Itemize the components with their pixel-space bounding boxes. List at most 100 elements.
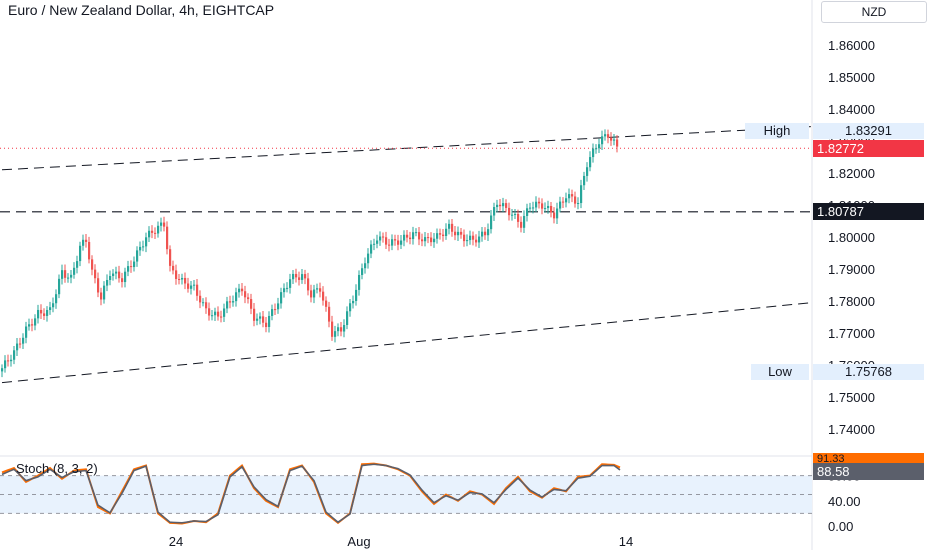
candle — [163, 216, 166, 232]
stoch-indicator-label[interactable]: Stoch (8, 3, 2) — [16, 461, 98, 476]
candle-body — [142, 246, 145, 248]
candle — [427, 233, 430, 244]
price-pane[interactable] — [0, 0, 813, 550]
candle — [61, 264, 64, 285]
candle — [106, 274, 109, 292]
candle-body — [580, 185, 583, 204]
candle — [190, 280, 193, 295]
candle — [202, 298, 205, 307]
stochastic-pane[interactable] — [0, 462, 812, 525]
candle — [157, 221, 160, 238]
candle-body — [358, 274, 361, 290]
candle-body — [79, 245, 82, 262]
candle — [490, 210, 493, 234]
candle — [64, 264, 67, 283]
candle-body — [103, 285, 106, 300]
candle-body — [25, 326, 28, 338]
candle-body — [484, 231, 487, 236]
candle-body — [334, 331, 337, 337]
time-tick-label: 24 — [169, 534, 183, 549]
candle-body — [145, 237, 148, 247]
candle — [67, 273, 70, 283]
candle-body — [4, 360, 7, 369]
candle — [364, 257, 367, 274]
candle-body — [436, 233, 439, 239]
candle-body — [271, 309, 274, 316]
candle-body — [409, 237, 412, 240]
candle-body — [76, 261, 79, 268]
candle-body — [313, 289, 316, 298]
candle — [430, 232, 433, 247]
candle-body — [550, 205, 553, 213]
candle — [175, 264, 178, 285]
candle — [412, 226, 415, 245]
price-tick-label: 1.75000 — [828, 390, 875, 405]
candle — [265, 317, 268, 333]
candle-body — [469, 235, 472, 241]
candle-body — [310, 290, 313, 298]
candle-body — [352, 300, 355, 304]
candle — [40, 304, 43, 320]
candle-body — [223, 308, 226, 317]
candle — [283, 283, 286, 298]
candle — [37, 304, 40, 324]
candle — [346, 306, 349, 330]
candle — [229, 295, 232, 309]
candle — [565, 192, 568, 208]
candle-body — [382, 236, 385, 238]
candle-body — [592, 148, 595, 158]
candle-body — [403, 234, 406, 241]
candle — [118, 265, 121, 283]
candle-body — [520, 221, 523, 228]
candle-body — [472, 235, 475, 240]
candle — [43, 308, 46, 320]
candle-body — [439, 233, 442, 235]
currency-selector[interactable]: NZD — [821, 1, 927, 23]
candle-body — [397, 240, 400, 245]
candle-body — [373, 243, 376, 245]
price-tick-label: 1.86000 — [828, 38, 875, 53]
candle — [136, 246, 139, 267]
candle-body — [85, 239, 88, 242]
candle — [355, 284, 358, 306]
candle-body — [331, 321, 334, 337]
candle-body — [10, 359, 13, 362]
candle — [193, 280, 196, 291]
candle-body — [541, 203, 544, 209]
candle-body — [499, 204, 502, 207]
candle — [382, 232, 385, 243]
candle — [607, 129, 610, 144]
trend-channel-upper — [1, 126, 813, 171]
candle — [52, 297, 55, 313]
candle-body — [19, 343, 22, 345]
candle-body — [43, 313, 46, 316]
candle — [244, 285, 247, 304]
candle — [442, 229, 445, 242]
candle-body — [505, 203, 508, 208]
candle-body — [616, 139, 619, 147]
candle — [94, 264, 97, 284]
candle — [337, 323, 340, 337]
candle — [121, 272, 124, 288]
candle — [436, 228, 439, 244]
candle — [358, 270, 361, 296]
candle — [526, 203, 529, 222]
candle — [550, 201, 553, 218]
candle — [592, 143, 595, 163]
candle-body — [343, 324, 346, 332]
candle-body — [127, 266, 130, 272]
candle-body — [418, 232, 421, 240]
stoch-d-value: 88.58 — [813, 463, 924, 480]
candle-body — [268, 315, 271, 327]
candle — [397, 234, 400, 251]
candle-body — [514, 213, 517, 215]
stoch-line-d — [1, 463, 621, 524]
candle — [178, 274, 181, 285]
candle-body — [289, 279, 292, 288]
candle-body — [577, 203, 580, 205]
candle-body — [187, 283, 190, 289]
candle — [85, 234, 88, 248]
candle — [289, 273, 292, 294]
hline-price-tag: 1.80787 — [813, 203, 924, 220]
